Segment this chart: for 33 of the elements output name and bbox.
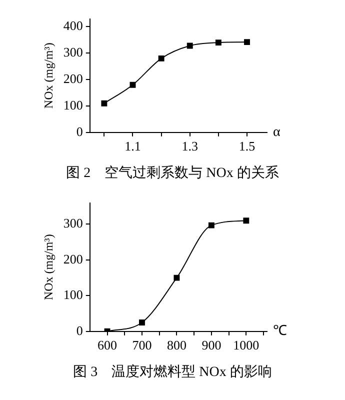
y-tick-label: 100 <box>63 97 83 112</box>
y-tick-label: 200 <box>63 251 83 266</box>
point <box>186 42 193 49</box>
x-axis-title: α <box>273 125 281 140</box>
y-tick-label: 400 <box>63 18 83 34</box>
point <box>139 319 145 326</box>
y-tick-label: 0 <box>76 124 83 139</box>
y-tick-label: 0 <box>76 322 83 338</box>
y-tick-label: 200 <box>63 70 83 86</box>
x-tick-label: 1.3 <box>182 138 198 154</box>
y-tick-label: 300 <box>63 216 83 231</box>
point <box>244 39 250 46</box>
x-tick-label: 1000 <box>233 338 260 353</box>
point <box>101 100 108 106</box>
x-tick-label: 1.1 <box>124 138 141 154</box>
point <box>130 82 136 88</box>
text: 图 3 温度对燃料型 NOx 的影响 <box>72 363 273 382</box>
y-axis-title: NOx (mg/m³) <box>41 42 56 109</box>
x-tick-label: 700 <box>132 338 152 353</box>
point <box>243 218 250 224</box>
x-tick-label: 900 <box>202 338 222 353</box>
point <box>158 55 164 62</box>
x-tick-label: 1.5 <box>238 138 256 154</box>
point <box>215 40 222 46</box>
point <box>174 274 180 281</box>
y-axis-title: NOx (mg/m³) <box>41 234 56 300</box>
x-tick-label: 800 <box>166 338 186 353</box>
y-tick-label: 300 <box>63 44 83 60</box>
y-tick-label: 100 <box>63 287 83 302</box>
point <box>208 222 214 228</box>
x-tick-label: 600 <box>98 338 118 353</box>
text: 图 2 空气过剩系数与 NOx 的关系 <box>65 164 280 183</box>
x-axis-title: ℃ <box>273 324 287 340</box>
